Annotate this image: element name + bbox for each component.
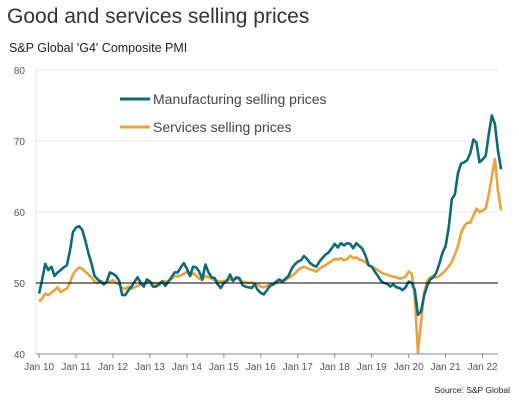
chart-title: Good and services selling prices	[7, 5, 310, 28]
series-line-services	[38, 157, 503, 354]
x-tick-label-2017-01: Jan 17	[283, 362, 313, 373]
x-axis: Jan 10 Jan 11 Jan 12 Jan 13 Jan 14 Jan 15 Jan …	[24, 353, 498, 373]
y-tick-label-60: 60	[14, 208, 26, 219]
x-tick-label-2021-01: Jan 21	[431, 362, 461, 373]
x-tick-label-2011-01: Jan 11	[61, 362, 91, 373]
y-tick-label-50: 50	[14, 279, 26, 290]
y-axis: 40 50 60 70 80	[14, 66, 37, 361]
x-tick-label-2013-01: Jan 13	[135, 362, 165, 373]
y-tick-label-70: 70	[14, 137, 26, 148]
source-note: Source: S&P Global	[434, 385, 510, 395]
chart-subtitle: S&P Global 'G4' Composite PMI	[9, 41, 188, 55]
grid-lines	[36, 69, 498, 355]
series-lines	[36, 114, 503, 354]
x-tick-label-2019-01: Jan 19	[357, 362, 387, 373]
x-tick-label-2022-01: Jan 22	[468, 362, 498, 373]
x-tick-label-2010-01: Jan 10	[24, 362, 54, 373]
x-tick-label-2012-01: Jan 12	[98, 362, 128, 373]
y-tick-label-40: 40	[14, 350, 26, 361]
legend-label-manufacturing: Manufacturing selling prices	[153, 91, 327, 107]
x-tick-label-2014-01: Jan 14	[172, 362, 202, 373]
legend: Manufacturing selling prices Services se…	[120, 91, 327, 135]
x-tick-label-2015-01: Jan 15	[209, 362, 239, 373]
y-tick-label-80: 80	[14, 66, 26, 77]
x-tick-label-2020-01: Jan 20	[394, 362, 424, 373]
series-line-manufacturing	[37, 114, 503, 317]
x-tick-label-2016-01: Jan 16	[246, 362, 276, 373]
x-tick-label-2018-01: Jan 18	[320, 362, 350, 373]
legend-label-services: Services selling prices	[153, 119, 292, 135]
